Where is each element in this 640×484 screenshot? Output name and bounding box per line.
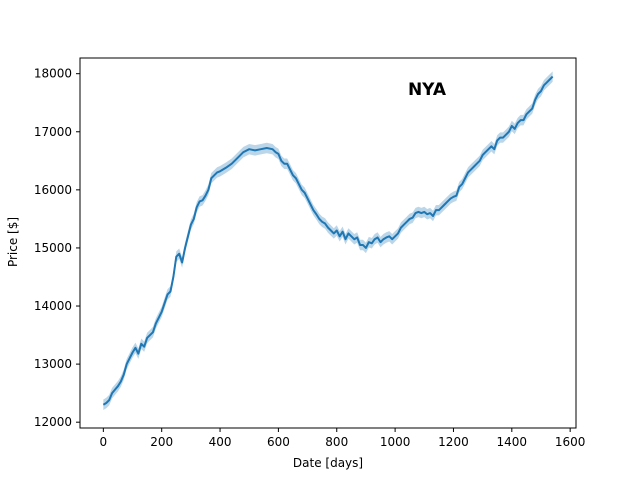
series-layer — [102, 71, 554, 410]
x-tick-label: 1200 — [438, 435, 469, 449]
y-tick-label: 16000 — [34, 183, 72, 197]
y-tick-label: 15000 — [34, 241, 72, 255]
x-tick-label: 600 — [267, 435, 290, 449]
y-tick-label: 18000 — [34, 67, 72, 81]
plot-area — [102, 71, 554, 410]
y-tick-label: 17000 — [34, 125, 72, 139]
x-tick-label: 1400 — [497, 435, 528, 449]
x-axis-label: Date [days] — [293, 456, 363, 470]
y-tick-label: 12000 — [34, 415, 72, 429]
series-0-line — [102, 75, 554, 406]
x-tick-label: 1600 — [555, 435, 586, 449]
y-tick-label: 13000 — [34, 357, 72, 371]
y-tick-label: 14000 — [34, 299, 72, 313]
x-tick-label: 200 — [150, 435, 173, 449]
x-tick-label: 800 — [325, 435, 348, 449]
x-tick-label: 0 — [100, 435, 108, 449]
y-axis-label: Price [$] — [6, 217, 20, 267]
x-tick-label: 1000 — [380, 435, 411, 449]
chart-annotation: NYA — [408, 80, 447, 100]
axes-layer: 0 200 400 600 800 1000 1200 1400 1600 12000 13000 1… — [34, 57, 586, 449]
axes-frame — [79, 57, 577, 429]
x-tick-label: 400 — [209, 435, 232, 449]
